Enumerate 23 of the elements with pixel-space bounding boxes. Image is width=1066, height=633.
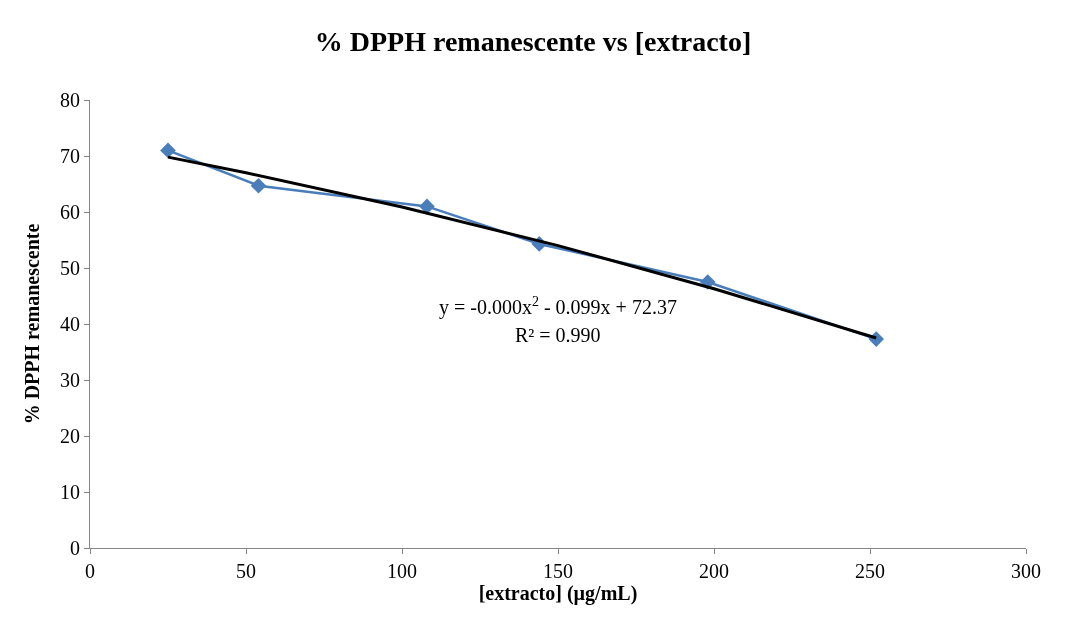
x-axis-title: [extracto] (µg/mL) [478,582,638,605]
y-tick-label: 80 [60,89,80,111]
x-tick-label: 50 [236,560,256,582]
x-tick-label: 250 [855,560,885,582]
y-axis-title: % DPPH remanescente [20,223,43,425]
y-tick-label: 10 [60,481,80,503]
x-tick-label: 300 [1011,560,1041,582]
annotation: y = -0.000x$^{2}$ - 0.099x + 72.37 [439,294,677,320]
x-tick-label: 0 [85,560,95,582]
y-tick-label: 40 [60,313,80,335]
annotation: R² = 0.990 [515,324,601,346]
y-tick-label: 20 [60,425,80,447]
x-tick-label: 150 [543,560,573,582]
chart-title: % DPPH remanescente vs [extracto] [314,26,752,58]
point [160,142,176,159]
point [250,177,267,194]
y-tick-label: 30 [60,369,80,391]
y-tick-label: 60 [60,201,80,223]
y-tick-label: 70 [60,145,80,167]
x-tick-label: 100 [387,560,417,582]
y-tick-label: 50 [60,257,80,279]
y-tick-label: 0 [70,537,80,559]
x-tick-label: 200 [699,560,729,582]
